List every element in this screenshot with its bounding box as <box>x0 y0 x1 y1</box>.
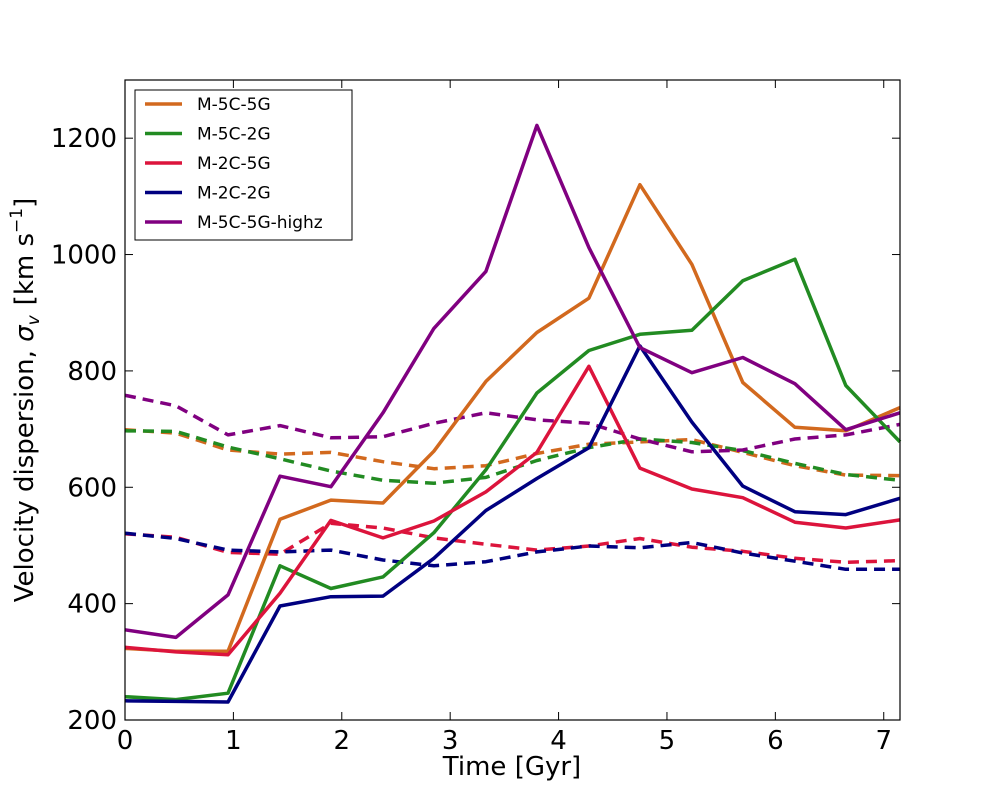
x-tick-label: 7 <box>875 726 892 756</box>
x-tick-label: 3 <box>442 726 459 756</box>
x-tick-label: 5 <box>659 726 676 756</box>
plot-area-frame <box>124 79 901 721</box>
axis-ticks: 0 1 2 3 4 5 6 7 200 400 600 800 1000 1200 <box>51 80 900 756</box>
legend-box <box>134 89 353 241</box>
series-lines <box>124 123 902 704</box>
y-axis-label-main: Velocity dispersion, <box>10 342 40 602</box>
x-tick-label: 4 <box>550 726 567 756</box>
series-line-m-5c-5g-highz <box>124 123 901 640</box>
legend-label-m-2c-5g: M-2C-5G <box>197 154 271 174</box>
legend-label-m-2c-2g: M-2C-2G <box>197 184 271 204</box>
y-axis-label-units: [km s <box>10 233 40 305</box>
series-line-m-5c-5g-highz-dashed <box>124 393 901 454</box>
y-tick-label: 200 <box>67 706 117 736</box>
legend-label-m-5c-5g-highz: M-5C-5G-highz <box>197 213 323 233</box>
y-tick-label: 1200 <box>51 124 117 154</box>
series-line-m-2c-5g-dashed <box>124 521 901 565</box>
legend-items: M-5C-5G M-5C-2G M-2C-5G M-2C-2G M-5C-5G-high… <box>145 95 323 233</box>
legend: M-5C-5G M-5C-2G M-2C-5G M-2C-2G M-5C-5G-high… <box>134 89 353 241</box>
series-line-m-5c-5g <box>124 182 901 654</box>
y-axis-label: Velocity dispersion, σv [km s−1] <box>7 198 44 603</box>
y-axis-label-subscript: v <box>24 314 44 325</box>
series-line-m-5c-2g-dashed <box>124 429 901 485</box>
y-tick-label: 400 <box>67 590 117 620</box>
series-line-m-5c-2g <box>124 257 902 702</box>
y-tick-label: 1000 <box>51 241 117 271</box>
x-tick-label: 0 <box>117 726 134 756</box>
series-line-m-2c-5g <box>124 364 901 657</box>
series-line-m-5c-5g-dashed <box>124 427 901 478</box>
y-tick-label: 800 <box>67 357 117 387</box>
series-line-m-2c-2g-dashed <box>124 531 900 572</box>
y-axis-label-symbol: σ <box>10 324 40 342</box>
y-axis-label-close: ] <box>10 198 40 208</box>
x-tick-label: 2 <box>334 726 351 756</box>
legend-label-m-5c-5g: M-5C-5G <box>197 95 271 115</box>
legend-label-m-5c-2g: M-5C-2G <box>197 125 271 145</box>
y-tick-label: 600 <box>67 473 117 503</box>
x-tick-label: 6 <box>767 726 784 756</box>
x-axis-label: Time [Gyr] <box>442 752 581 782</box>
series-line-m-2c-2g <box>124 344 901 704</box>
x-tick-label: 1 <box>225 726 242 756</box>
y-axis-label-exponent: −1 <box>7 208 27 233</box>
